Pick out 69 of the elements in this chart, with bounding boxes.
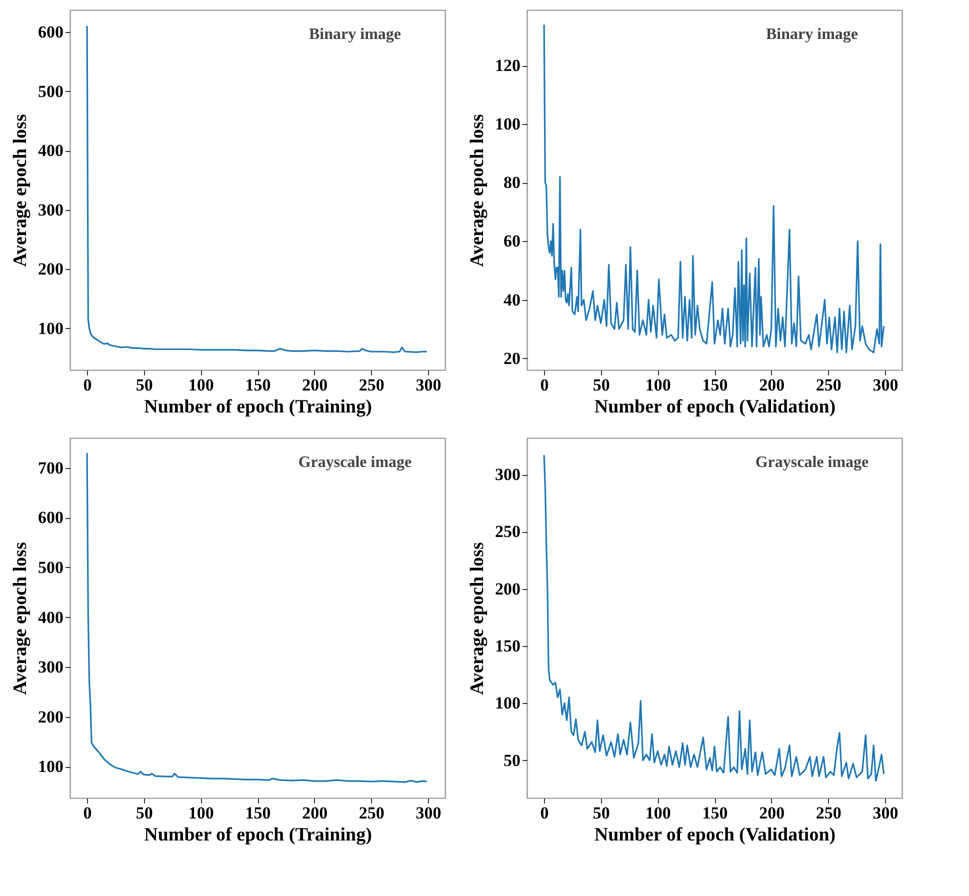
x-tick-label: 300 bbox=[872, 804, 898, 822]
x-tick-label: 100 bbox=[188, 376, 214, 394]
y-tick-label: 200 bbox=[38, 260, 64, 279]
line-series bbox=[543, 454, 885, 782]
x-tick-label: 300 bbox=[416, 804, 442, 822]
x-tick-label: 250 bbox=[816, 376, 842, 394]
annotation: Grayscale image bbox=[755, 454, 869, 471]
x-tick-label: 50 bbox=[136, 804, 153, 822]
x-tick-label: 300 bbox=[872, 376, 898, 394]
y-tick-label: 60 bbox=[504, 232, 520, 251]
y-tick-label: 40 bbox=[504, 290, 520, 310]
x-axis-title: Number of epoch (Training) bbox=[144, 396, 372, 418]
x-tick-label: 50 bbox=[136, 376, 153, 394]
y-tick-label: 400 bbox=[38, 608, 64, 627]
x-tick-label: 0 bbox=[540, 376, 549, 394]
y-tick-label: 150 bbox=[495, 636, 520, 656]
x-axis-title: Number of epoch (Training) bbox=[144, 824, 372, 846]
y-tick-label: 100 bbox=[38, 318, 64, 338]
y-tick-label: 300 bbox=[38, 658, 64, 677]
x-tick-label: 100 bbox=[645, 376, 671, 394]
x-tick-label: 50 bbox=[592, 804, 610, 822]
x-tick-label: 250 bbox=[358, 376, 384, 394]
x-axis-title: Number of epoch (Validation) bbox=[594, 396, 836, 418]
x-tick-label: 200 bbox=[759, 804, 785, 822]
x-tick-label: 100 bbox=[188, 804, 214, 822]
y-tick-label: 100 bbox=[495, 694, 520, 713]
x-tick-label: 150 bbox=[702, 376, 728, 394]
y-tick-label: 500 bbox=[38, 82, 64, 101]
y-tick-label: 100 bbox=[38, 757, 64, 776]
x-tick-label: 300 bbox=[416, 376, 442, 394]
y-tick-label: 80 bbox=[504, 173, 520, 192]
x-tick-label: 200 bbox=[302, 376, 328, 394]
x-tick-label: 0 bbox=[83, 376, 92, 394]
annotation: Binary image bbox=[309, 26, 401, 43]
y-tick-label: 120 bbox=[495, 56, 520, 76]
y-tick-label: 700 bbox=[38, 458, 64, 478]
x-tick-label: 150 bbox=[245, 376, 271, 394]
x-tick-label: 150 bbox=[702, 804, 728, 822]
x-tick-label: 250 bbox=[358, 804, 384, 822]
y-tick-label: 100 bbox=[495, 114, 520, 134]
y-tick-label: 600 bbox=[38, 22, 64, 42]
y-tick-label: 20 bbox=[504, 348, 520, 368]
y-tick-label: 500 bbox=[38, 558, 64, 577]
x-tick-label: 250 bbox=[816, 804, 842, 822]
y-tick-label: 250 bbox=[495, 522, 520, 542]
y-axis-title: Average epoch loss bbox=[467, 542, 488, 695]
y-axis-title: Average epoch loss bbox=[10, 542, 31, 695]
annotation: Grayscale image bbox=[298, 454, 412, 471]
x-tick-label: 0 bbox=[83, 804, 92, 822]
x-tick-label: 200 bbox=[759, 376, 785, 394]
y-tick-label: 50 bbox=[504, 750, 520, 770]
y-tick-label: 400 bbox=[38, 141, 64, 160]
y-axis-title: Average epoch loss bbox=[467, 114, 488, 267]
x-tick-label: 200 bbox=[302, 804, 328, 822]
x-tick-label: 0 bbox=[540, 804, 549, 822]
line-series bbox=[86, 25, 428, 354]
y-tick-label: 200 bbox=[495, 579, 520, 598]
line-series bbox=[86, 452, 428, 783]
x-tick-label: 150 bbox=[245, 804, 271, 822]
line-series bbox=[543, 24, 885, 354]
x-tick-label: 50 bbox=[592, 376, 610, 394]
y-axis-title: Average epoch loss bbox=[10, 114, 31, 267]
y-tick-label: 200 bbox=[38, 707, 64, 726]
annotation: Binary image bbox=[766, 26, 858, 43]
x-axis-title: Number of epoch (Validation) bbox=[594, 824, 836, 846]
x-tick-label: 100 bbox=[645, 804, 671, 822]
y-tick-label: 300 bbox=[495, 465, 520, 484]
y-tick-label: 300 bbox=[38, 200, 64, 220]
y-tick-label: 600 bbox=[38, 508, 64, 528]
